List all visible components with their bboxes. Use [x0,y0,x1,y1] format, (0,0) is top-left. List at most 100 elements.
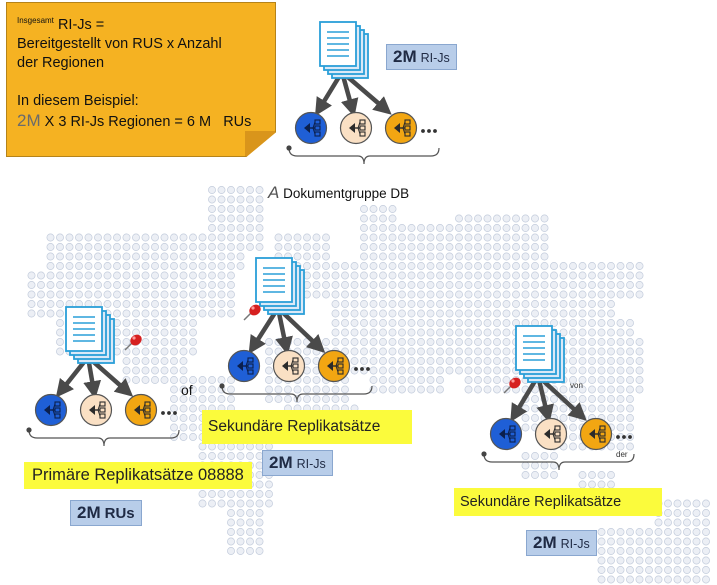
map-dot [445,252,454,261]
map-dot [179,423,188,432]
map-dot [493,281,501,289]
map-dot [217,490,226,498]
map-dot [160,271,169,280]
map-dot [512,224,520,232]
map-dot [578,376,587,384]
map-dot [227,309,235,318]
map-dot [331,271,340,280]
map-dot [407,385,416,394]
group-brace [483,453,635,471]
map-dot [502,366,511,375]
map-dot [702,518,710,527]
map-dot [388,281,397,289]
map-dot [398,262,406,270]
map-dot [132,309,140,318]
map-dot [597,395,606,403]
map-dot [265,366,273,375]
map-dot [179,233,188,242]
map-dot [46,243,55,251]
map-dot [122,309,131,318]
map-dot [664,528,672,536]
map-dot [293,385,302,394]
map-dot [626,414,634,422]
map-dot [521,471,530,479]
map-dot [578,385,587,394]
map-dot [170,328,178,337]
map-dot [502,243,511,251]
map-dot [179,290,188,299]
map-dot [236,509,245,517]
map-dot [645,528,653,536]
map-dot [464,366,473,375]
map-dot [512,243,520,251]
map-dot [284,395,292,403]
map-dot [379,347,387,356]
map-dot [227,262,235,270]
map-dot [217,395,226,403]
map-dot [569,262,577,270]
map-dot [217,195,226,204]
map-dot [597,385,606,394]
map-dot [673,537,682,546]
map-dot [569,385,577,394]
brace-dot [219,383,225,389]
map-dot [170,423,178,432]
map-dot [227,395,235,403]
map-dot [626,366,634,375]
map-dot [189,414,197,422]
primary-side-text: of [181,382,193,398]
map-dot [360,233,368,242]
map-dot [379,205,387,213]
map-dot [407,347,416,356]
map-dot [597,528,606,536]
map-dot [56,328,64,337]
map-dot [265,357,273,365]
map-dot [103,243,112,251]
map-dot [379,319,387,327]
map-dot [645,566,653,574]
map-dot [198,300,207,308]
map-dot [56,233,64,242]
map-dot [246,205,254,213]
map-dot [312,271,321,280]
partition-icon [317,349,351,383]
map-dot [151,290,159,299]
map-dot [578,357,587,365]
map-dot [445,233,454,242]
map-dot [502,328,511,337]
map-dot [512,290,520,299]
map-dot [407,290,416,299]
map-dot [540,262,549,270]
map-dot [303,243,311,251]
map-dot [550,281,558,289]
map-dot [189,233,197,242]
map-dot [436,385,444,394]
map-dot [407,300,416,308]
map-dot [398,233,406,242]
map-dot [151,252,159,261]
map-dot [246,490,254,498]
map-dot [94,271,102,280]
map-dot [502,214,511,223]
map-dot [312,376,321,384]
map-dot [531,471,539,479]
map-dot [151,347,159,356]
map-dot [360,357,368,365]
secondary-badge-2-unit: RI-Js [560,537,590,551]
note-line-1: Bereitgestellt von RUS x Anzahl [17,35,222,52]
map-dot [455,243,463,251]
map-dot [160,252,169,261]
map-dot [369,281,378,289]
map-dot [179,404,188,413]
map-dot [569,357,577,365]
map-dot [217,290,226,299]
map-dot [141,328,150,337]
map-dot [331,385,340,394]
map-dot [160,300,169,308]
map-dot [502,338,511,346]
map-dot [217,309,226,318]
map-dot [654,528,663,536]
primary-badge-unit: RUs [104,505,135,522]
map-dot [559,309,568,318]
map-dot [417,281,425,289]
